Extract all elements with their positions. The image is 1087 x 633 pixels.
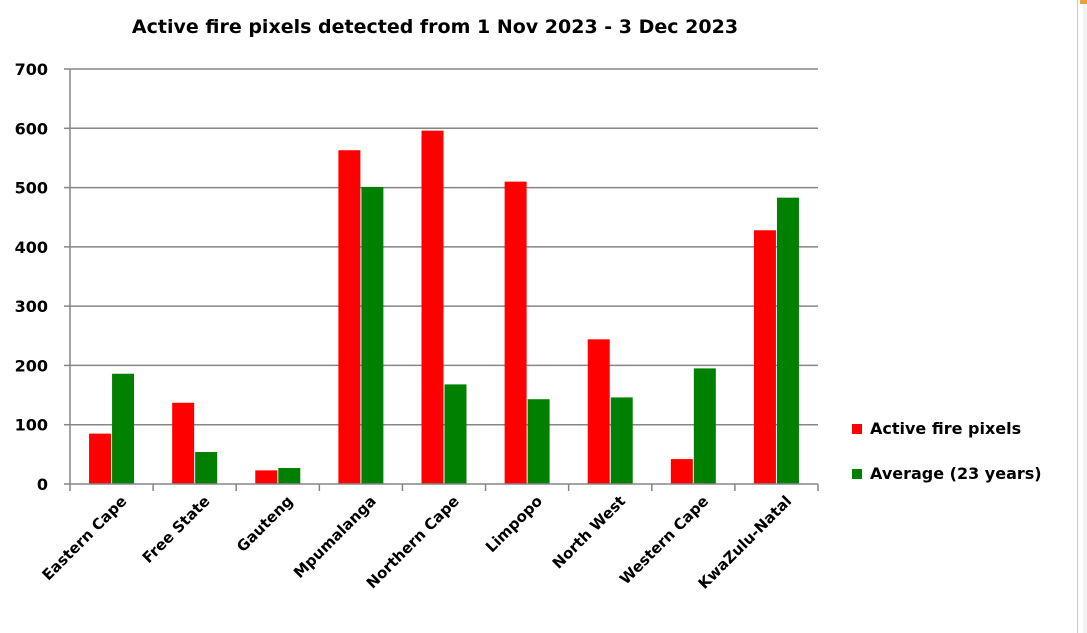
y-tick-label: 500: [15, 179, 48, 198]
bars: [89, 130, 799, 484]
y-tick-label: 700: [15, 60, 48, 79]
bar-average-northern-cape: [444, 384, 467, 484]
y-tick-label: 600: [15, 119, 48, 138]
bar-active-fire-free-state: [172, 402, 195, 484]
bar-active-fire-western-cape: [670, 459, 693, 484]
x-tick-label: Mpumalanga: [290, 492, 380, 582]
x-tick-labels: Eastern Cape Free State GautengMpumalangaN…: [38, 492, 795, 593]
y-tick-label: 300: [15, 297, 48, 316]
x-tick-label: North West: [549, 492, 629, 572]
x-tick-label: Gauteng: [233, 492, 297, 556]
y-tick-label: 200: [15, 356, 48, 375]
y-tick-label: 400: [15, 238, 48, 257]
x-tick-label: Free State: [139, 492, 214, 567]
bar-active-fire-mpumalanga: [338, 150, 361, 484]
legend-label: Active fire pixels: [870, 419, 1021, 438]
legend: Active fire pixels Average (23 years): [852, 419, 1042, 483]
x-tick-label: Western Cape: [616, 492, 712, 588]
x-tick-label: Limpopo: [482, 492, 546, 556]
bar-active-fire-north-west: [587, 339, 610, 484]
legend-swatch: [852, 424, 862, 434]
y-tick-labels: 0 100 200 300 400 500 600 700: [15, 60, 48, 494]
legend-label: Average (23 years): [870, 464, 1042, 483]
bar-average-gauteng: [278, 467, 301, 484]
window-edge: [1077, 0, 1078, 633]
bar-average-limpopo: [527, 399, 550, 484]
y-tick-label: 100: [15, 416, 48, 435]
bar-active-fire-eastern-cape: [89, 433, 112, 484]
legend-swatch: [852, 469, 862, 479]
bar-average-north-west: [610, 397, 633, 484]
corner-mark: [1080, 0, 1087, 4]
y-tick-label: 0: [37, 475, 48, 494]
bar-active-fire-limpopo: [504, 181, 527, 484]
scrollbar-strip: [1083, 0, 1087, 633]
chart-title: Active fire pixels detected from 1 Nov 2…: [132, 16, 738, 38]
bar-average-mpumalanga: [361, 186, 384, 484]
x-tick-label: Northern Cape: [363, 492, 463, 592]
bar-active-fire-gauteng: [255, 470, 278, 484]
bar-average-western-cape: [693, 368, 716, 484]
x-tick-label: Eastern Cape: [38, 492, 130, 584]
bar-average-free-state: [195, 451, 218, 484]
bar-active-fire-kwazulu-natal: [753, 230, 776, 484]
bar-average-eastern-cape: [112, 373, 135, 484]
bar-average-kwazulu-natal: [776, 197, 799, 484]
axes: [69, 69, 819, 491]
gridlines: [64, 68, 818, 485]
bar-active-fire-northern-cape: [421, 130, 444, 484]
